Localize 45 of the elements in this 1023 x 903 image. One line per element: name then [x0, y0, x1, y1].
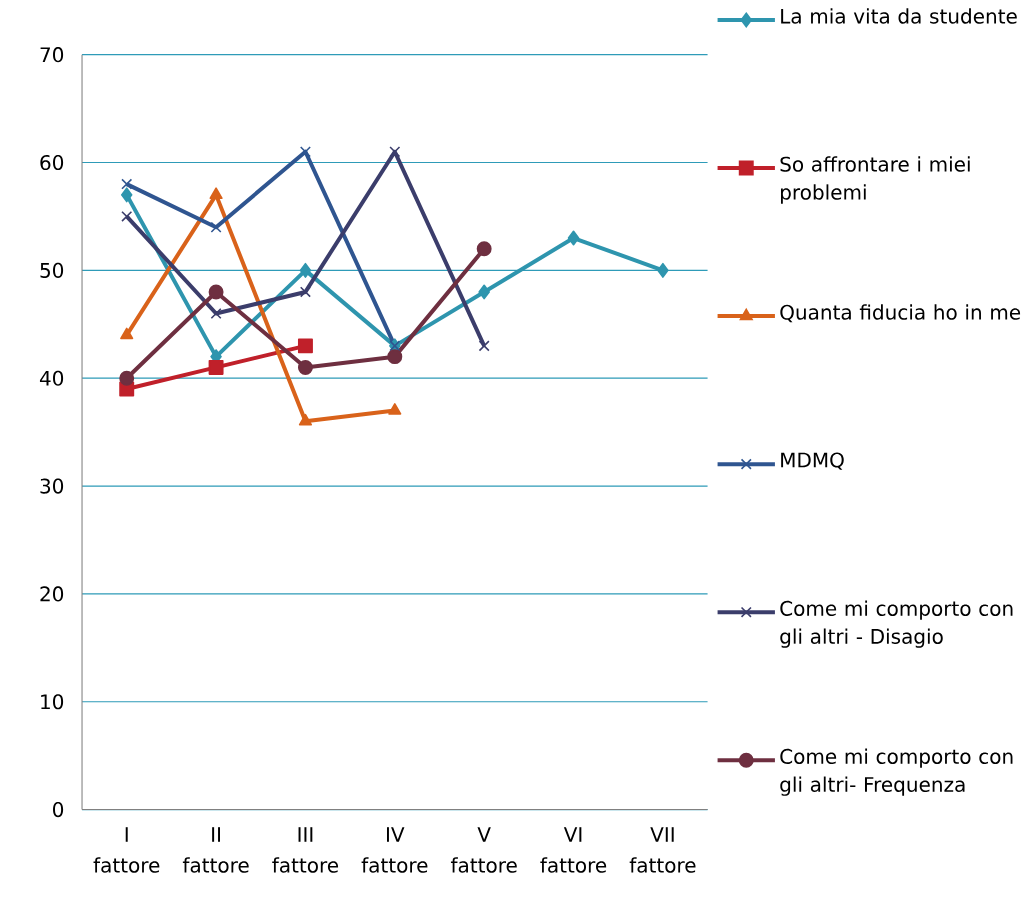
point [208, 284, 224, 300]
legend-label: So affrontare i miei problemi [780, 156, 970, 204]
x-tick-label: V fattore [450, 827, 517, 873]
point [297, 359, 313, 375]
point [567, 230, 580, 246]
y-tick-label: 20 [40, 586, 64, 602]
point [210, 308, 222, 320]
point [120, 327, 134, 340]
point [121, 210, 133, 222]
legend-label: Quanta fiducia ho in me [780, 304, 1021, 323]
y-tick-label: 50 [40, 262, 64, 278]
x-tick-label: IV fattore [361, 827, 428, 873]
point [478, 340, 490, 352]
point [120, 187, 133, 203]
y-tick-label: 0 [53, 802, 64, 818]
x-tick-label: III fattore [272, 827, 339, 873]
point [387, 349, 403, 365]
x-tick-label: I fattore [93, 827, 160, 873]
x-tick-label: VII fattore [629, 827, 696, 873]
point [298, 413, 313, 426]
point [299, 262, 312, 278]
point [299, 286, 311, 298]
point [657, 262, 669, 278]
legend-label: MDMQ [781, 452, 844, 470]
y-tick-label: 70 [40, 47, 64, 63]
point [210, 221, 222, 233]
point [476, 241, 492, 257]
x-tick-label: II fattore [182, 827, 249, 873]
point [388, 403, 402, 415]
point [208, 359, 224, 375]
point [209, 187, 223, 200]
y-tick-label: 40 [39, 370, 64, 386]
legend-label: Come mi comporto con gli altri- Frequenza [780, 748, 1013, 796]
point [297, 338, 313, 354]
y-tick-label: 10 [41, 694, 64, 710]
point [389, 146, 401, 158]
y-tick-label: 30 [40, 478, 64, 494]
point [478, 284, 490, 300]
point [121, 178, 133, 190]
point [299, 146, 311, 158]
x-tick-label: VI fattore [540, 827, 607, 873]
legend-label: La mia vita da studente [781, 8, 1017, 24]
legend-label: Come mi comporto con gli altri - Disagio [780, 600, 1013, 648]
point [119, 370, 135, 386]
y-tick-label: 60 [40, 154, 64, 171]
